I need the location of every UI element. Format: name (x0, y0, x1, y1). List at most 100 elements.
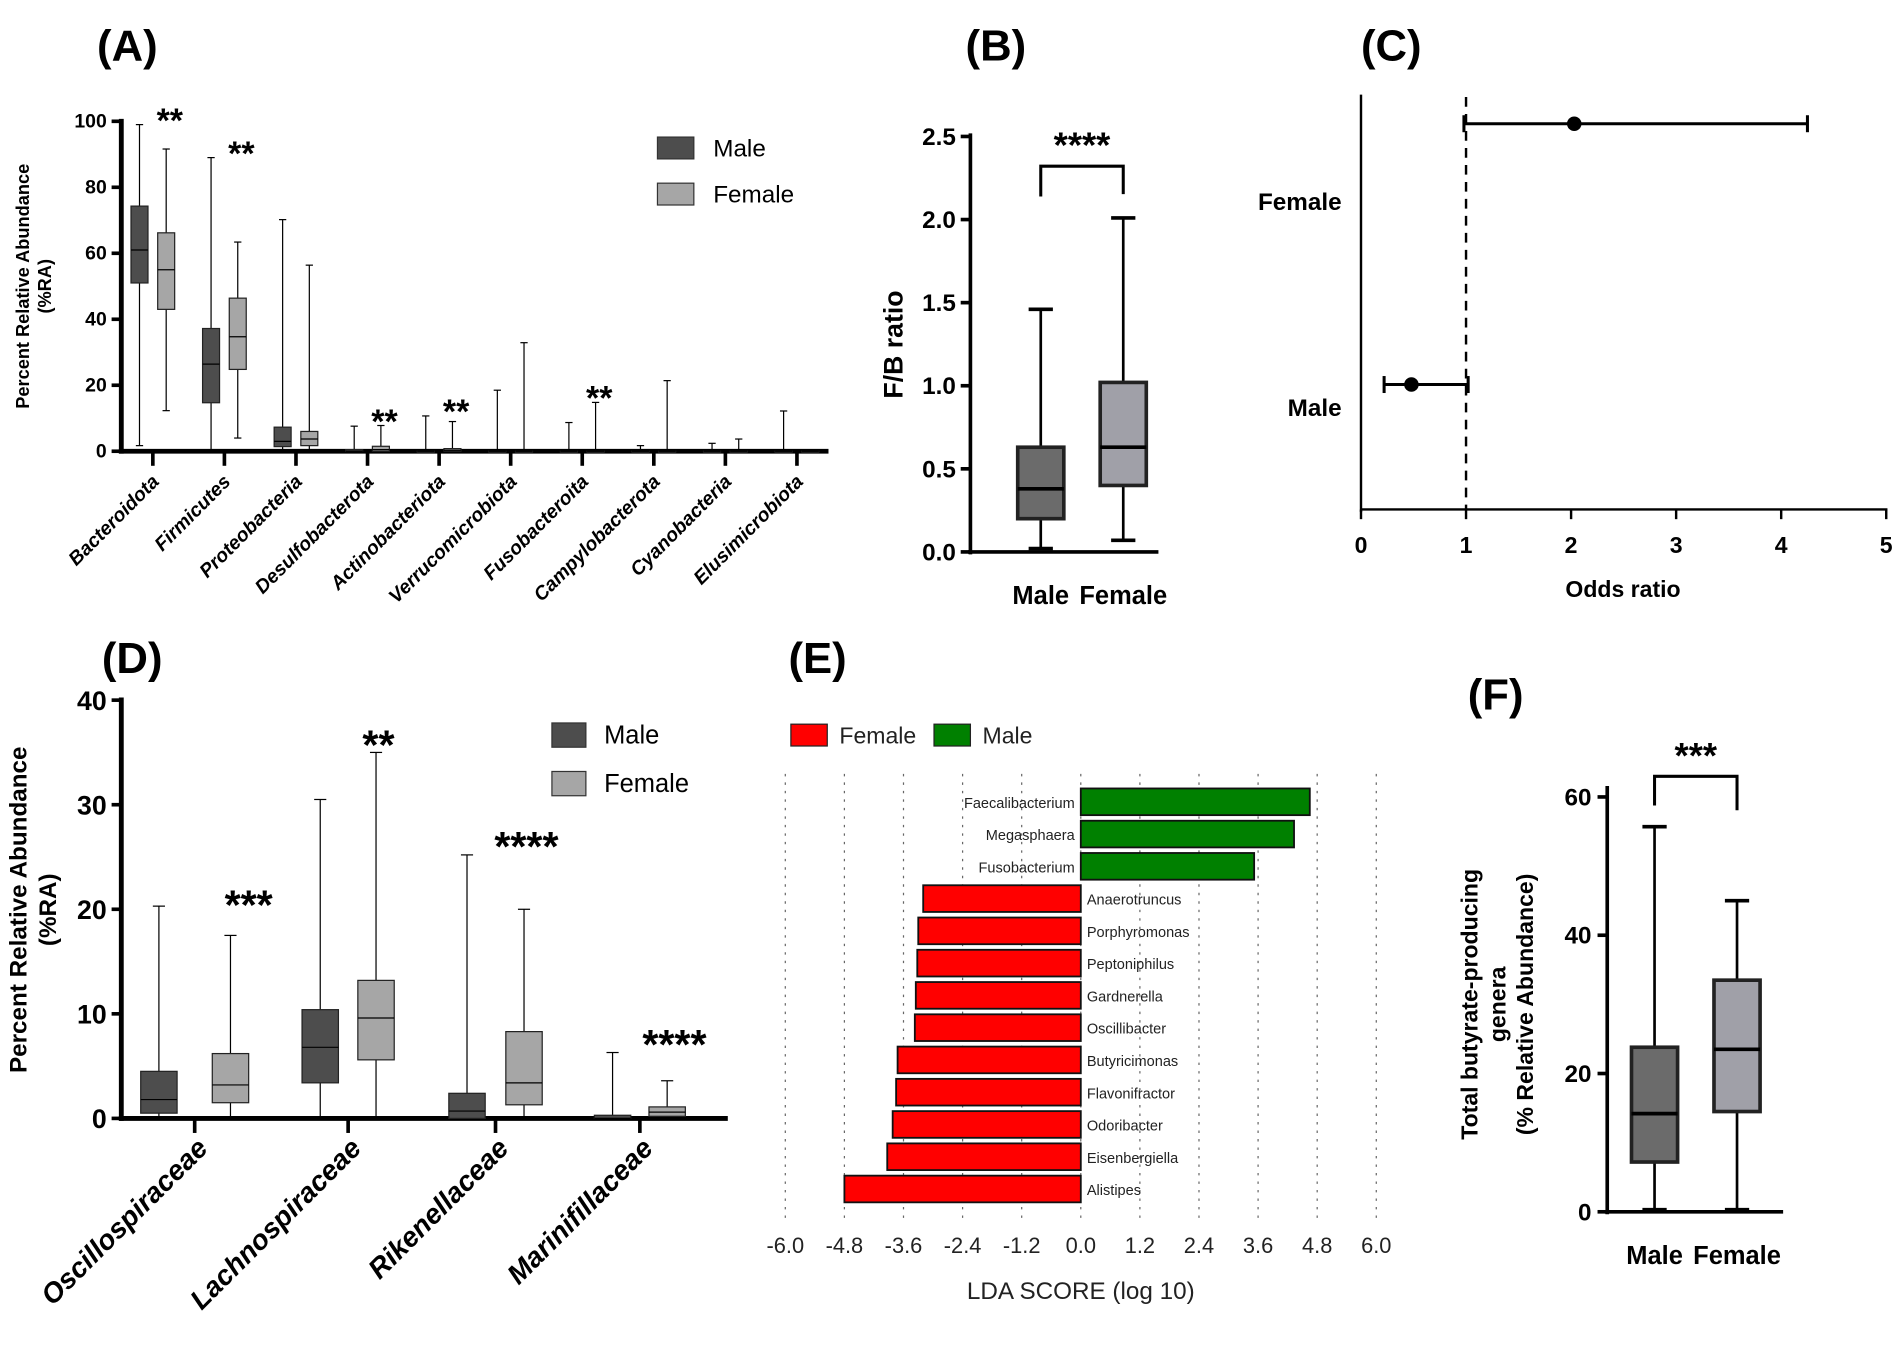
y-tick-label: 10 (77, 1000, 107, 1030)
y-tick-label: 1.0 (922, 373, 956, 400)
row-label: Male (1288, 395, 1342, 422)
box (130, 205, 149, 284)
lda-bar (896, 1045, 1082, 1075)
y-tick-label: 0 (1578, 1199, 1591, 1226)
odds-ratio-point (1404, 377, 1419, 392)
y-axis-label: Percent Relative Abundance (%RA) (13, 164, 55, 409)
bar-label: Fusobacterium (979, 860, 1075, 876)
row-label: Female (1258, 189, 1342, 216)
x-tick-label: 6.0 (1361, 1233, 1391, 1258)
box (228, 297, 247, 371)
significance-label: ** (157, 102, 184, 140)
panel-b: 0.0 0.5 1.0 1.5 2.0 2.5 F/B ratio Male Female ***… (878, 124, 1167, 610)
box (371, 445, 390, 452)
box (1629, 1045, 1680, 1164)
box (1098, 380, 1149, 488)
y-tick-label: 40 (77, 686, 107, 716)
x-tick-label: Bacteroidota (64, 471, 164, 571)
legend-swatch-male (933, 723, 972, 747)
bar-label: Anaerotruncus (1087, 893, 1182, 909)
significance-label: ** (371, 403, 398, 441)
legend-label: Male (713, 135, 766, 162)
panel-e: -6.0 -4.8 -3.6 -2.4 -1.2 0.0 1.2 2.4 3.6 4.8 6.0 LD… (766, 723, 1391, 1306)
y-tick-label: 40 (85, 308, 107, 330)
bar-label: Megasphaera (986, 828, 1076, 844)
y-tick-label: 80 (85, 176, 107, 198)
lda-bar (886, 1142, 1082, 1171)
y-tick-label: 0.5 (922, 456, 956, 483)
box (211, 1052, 250, 1104)
significance-label: ** (586, 380, 613, 418)
x-tick-label: 1.2 (1125, 1233, 1155, 1258)
bar-label: Alistipes (1087, 1183, 1141, 1199)
lda-bar (891, 1110, 1082, 1139)
x-tick-label: 0 (1355, 532, 1368, 558)
x-tick-label: Oscillospiraceae (35, 1132, 214, 1311)
x-tick-label: -6.0 (766, 1233, 804, 1258)
x-tick-label: Rikenellaceae (362, 1132, 514, 1284)
x-tick-label: Campylobacterota (529, 471, 664, 606)
significance-label: **** (494, 824, 558, 870)
y-tick-label: 2.5 (922, 124, 956, 151)
significance-label: *** (1675, 735, 1718, 776)
y-axis-label-line: Percent Relative Abundance (13, 164, 33, 409)
x-tick-label: -4.8 (826, 1233, 864, 1258)
y-axis-label-line: (%RA) (35, 259, 55, 314)
x-tick-label: Lachnospiraceae (184, 1132, 367, 1315)
lda-bar (922, 884, 1082, 913)
panel-a: 0 20 40 60 80 100 Percent Relative Abundance (%… (13, 102, 829, 608)
legend-swatch-male (656, 136, 695, 160)
box (140, 1070, 178, 1114)
lda-bar (1079, 852, 1256, 881)
bar-label: Faecalibacterium (964, 796, 1075, 812)
y-tick-label: 20 (1564, 1061, 1591, 1088)
panel-b-title: (B) (966, 22, 1027, 71)
legend-swatch-female (551, 770, 587, 797)
lda-bar (916, 948, 1082, 978)
box (1015, 445, 1066, 521)
lda-bar (1079, 787, 1311, 817)
significance-label: ** (443, 393, 470, 431)
x-tick-label: Verrucomicrobiota (385, 471, 522, 608)
legend-label: Female (839, 723, 916, 749)
y-tick-label: 0.0 (922, 539, 956, 566)
x-tick-label: Desulfobacterota (251, 471, 379, 599)
box (273, 426, 292, 448)
y-tick-label: 0 (92, 1104, 107, 1134)
x-tick-label: Male (1012, 582, 1069, 610)
y-tick-label: 20 (77, 895, 107, 925)
significance-label: **** (1054, 125, 1111, 166)
legend-swatch-female (790, 723, 828, 747)
x-tick-label: 3.6 (1243, 1233, 1273, 1258)
legend-label: Female (713, 182, 794, 209)
y-tick-label: 0 (96, 440, 107, 462)
bar-label: Porphyromonas (1087, 925, 1190, 941)
y-axis-label-line: (% Relative Abundance) (1512, 874, 1538, 1136)
y-tick-label: 1.5 (922, 290, 956, 317)
y-tick-label: 30 (77, 790, 107, 820)
bar-label: Butyricimonas (1087, 1054, 1178, 1070)
panel-c-title: (C) (1361, 22, 1422, 71)
x-axis-label: LDA SCORE (log 10) (967, 1278, 1195, 1305)
x-tick-label: Marinifillaceae (501, 1132, 659, 1290)
y-tick-label: 60 (1564, 784, 1591, 811)
y-axis-label: F/B ratio (878, 290, 908, 398)
x-tick-label: Female (1079, 582, 1167, 610)
x-tick-label: 1 (1460, 532, 1473, 558)
y-axis-label-line: Percent Relative Abundance (6, 746, 33, 1073)
lda-bar (913, 1013, 1082, 1042)
x-tick-label: 4 (1775, 532, 1788, 558)
y-tick-label: 100 (74, 110, 106, 132)
x-tick-label: 2.4 (1184, 1233, 1214, 1258)
box (1712, 978, 1762, 1114)
box (201, 327, 221, 404)
box (448, 1092, 486, 1120)
panel-d: 0 10 20 30 40 Percent Relative Abundance (%RA)… (6, 686, 728, 1315)
y-axis-label-line: genera (1484, 966, 1510, 1042)
x-tick-label: Female (1693, 1242, 1781, 1270)
bar-label: Gardnerella (1087, 989, 1164, 1005)
y-axis-label-line: Total butyrate-producing (1456, 869, 1482, 1140)
x-tick-label: Male (1626, 1242, 1683, 1270)
box (505, 1031, 543, 1106)
x-tick-label: 5 (1880, 532, 1893, 558)
